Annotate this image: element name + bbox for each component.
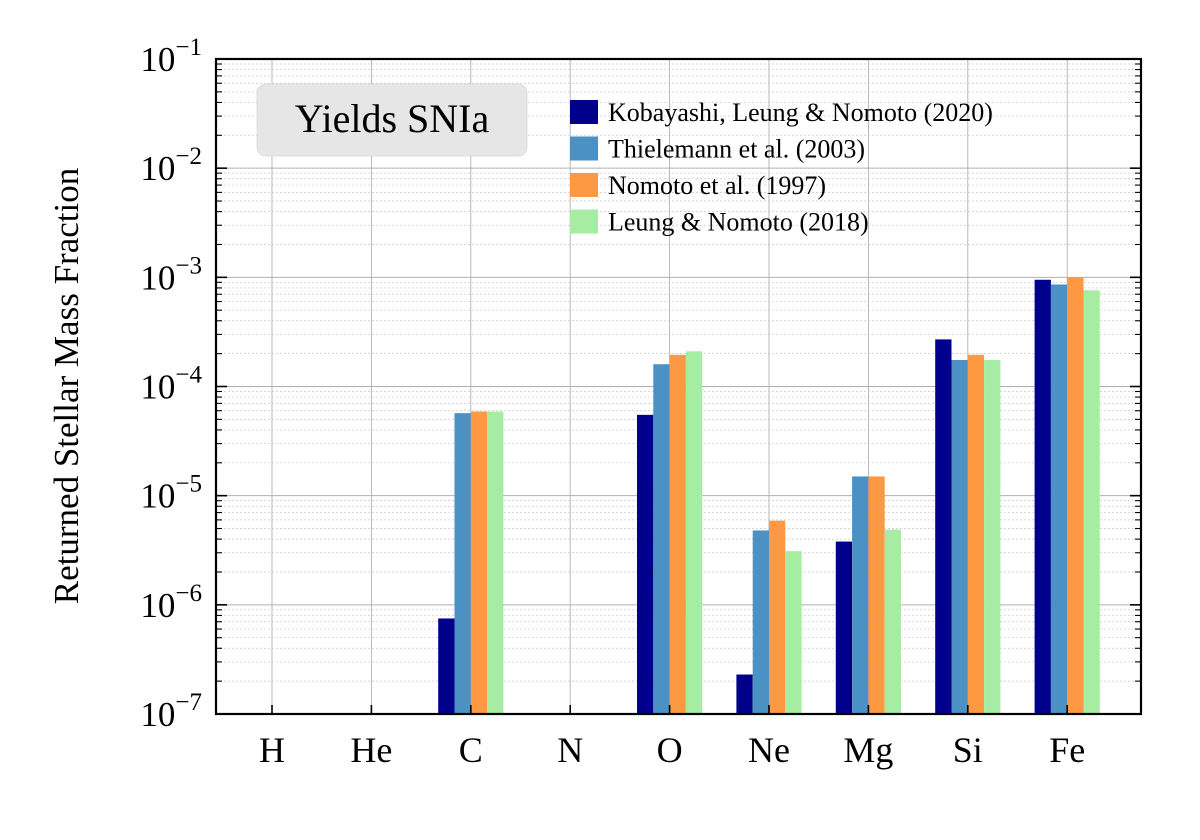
bar-si-series-1: [935, 339, 952, 714]
legend-label: Nomoto et al. (1997): [608, 171, 826, 200]
legend-label: Leung & Nomoto (2018): [608, 208, 869, 237]
bar-c-series-1: [438, 618, 455, 714]
bar-o-series-1: [637, 414, 654, 714]
x-tick-label: Fe: [1049, 730, 1085, 770]
x-tick-label: C: [459, 730, 483, 770]
x-tick-label: Ne: [748, 730, 790, 770]
bar-fe-series-4: [1083, 290, 1100, 714]
legend-label: Kobayashi, Leung & Nomoto (2020): [608, 98, 993, 127]
bar-fe-series-1: [1034, 279, 1051, 714]
y-tick-label: 10−2: [140, 143, 202, 188]
legend-swatch: [570, 100, 598, 124]
legend-label: Thielemann et al. (2003): [608, 135, 865, 164]
legend-swatch: [570, 173, 598, 197]
x-tick-label: He: [350, 730, 392, 770]
bar-mg-series-3: [868, 476, 885, 714]
bar-mg-series-2: [852, 476, 869, 714]
y-tick-label: 10−6: [140, 580, 202, 625]
y-tick-label: 10−7: [140, 689, 202, 734]
bar-fe-series-2: [1050, 284, 1068, 714]
legend-swatch: [570, 136, 598, 161]
bar-ne-series-1: [736, 674, 753, 714]
bar-ne-series-4: [785, 551, 802, 714]
bar-si-series-3: [967, 354, 985, 714]
chart-title: Yields SNIa: [295, 96, 490, 141]
bar-ne-series-3: [769, 520, 786, 714]
bar-fe-series-3: [1067, 277, 1084, 714]
bar-c-series-3: [470, 411, 488, 714]
bars: [438, 277, 1100, 714]
bar-o-series-4: [685, 351, 703, 714]
bar-ne-series-2: [752, 530, 769, 714]
y-tick-label: 10−3: [140, 252, 202, 297]
bar-mg-series-1: [835, 541, 853, 714]
x-tick-label: H: [259, 730, 285, 770]
y-tick-label: 10−4: [140, 362, 202, 407]
y-tick-label: 10−1: [140, 34, 202, 79]
bar-si-series-2: [951, 359, 968, 714]
legend-swatch: [570, 209, 598, 234]
plot-frame: [214, 57, 1143, 716]
x-tick-label: Si: [953, 730, 983, 770]
x-tick-label: N: [557, 730, 583, 770]
bar-c-series-4: [487, 411, 504, 714]
bar-o-series-2: [653, 364, 670, 714]
y-axis-label: Returned Stellar Mass Fraction: [47, 168, 86, 604]
bar-o-series-3: [669, 354, 686, 714]
x-tick-label: Mg: [843, 730, 893, 770]
title-box: Yields SNIa: [256, 83, 528, 157]
y-tick-labels: 10−7 10−6 10−5 10−4 10−3 10−2 10−1: [140, 34, 202, 734]
x-tick-label: O: [657, 730, 683, 770]
x-tick-labels: H He C N O Ne Mg Si Fe: [259, 730, 1085, 770]
y-tick-label: 10−5: [140, 471, 202, 516]
bar-c-series-2: [454, 413, 471, 714]
legend: Kobayashi, Leung & Nomoto (2020) Thielema…: [570, 98, 993, 237]
title-box-background: [256, 83, 528, 157]
bar-mg-series-4: [884, 529, 901, 714]
bar-si-series-4: [984, 359, 1001, 714]
